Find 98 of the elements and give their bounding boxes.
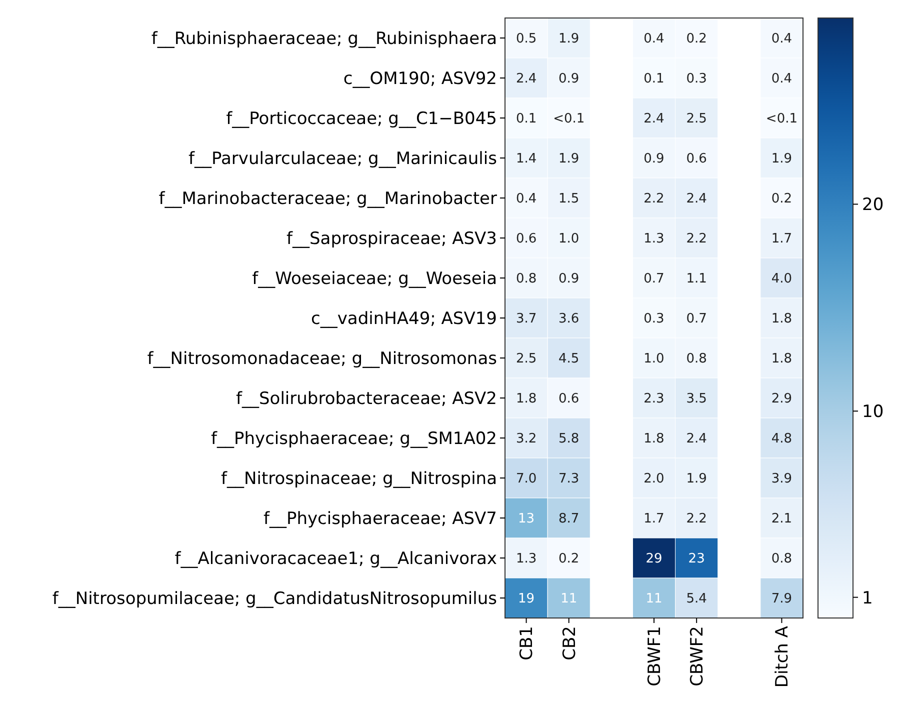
data-label: 2.2 [686,512,707,527]
data-label: 0.4 [516,192,537,207]
data-label: 0.9 [644,152,664,167]
data-label: 1.8 [516,392,537,407]
x-tick-label: Ditch A [772,626,793,688]
data-label: 2.1 [771,512,792,527]
y-tick-label: f__Nitrosomonadaceae; g__Nitrosomonas [147,348,498,369]
data-label: 1.4 [516,152,537,167]
data-label: 1.1 [686,272,707,287]
data-label: 0.3 [644,312,664,327]
data-label: 0.6 [686,152,707,167]
data-label: 0.6 [516,232,537,247]
data-label: 0.5 [516,32,537,47]
data-label: 1.5 [558,192,580,207]
data-label: 0.8 [516,272,537,287]
y-tick-label: f__Phycisphaeraceae; g__SM1A02 [211,428,497,449]
y-tick-label: f__Nitrospinaceae; g__Nitrospina [221,468,497,489]
data-label: 7.0 [516,472,537,487]
color-bar-label: 20 [862,195,884,216]
data-label: 0.2 [686,32,707,47]
data-label: 4.0 [771,272,792,287]
data-label: 1.0 [558,232,580,247]
y-tick-label: c__vadinHA49; ASV19 [311,308,497,329]
data-label: 7.3 [558,472,580,487]
data-label: 0.2 [771,192,792,207]
data-label: 0.1 [516,112,537,127]
y-tick-label: f__Woeseiaceae; g__Woeseia [252,268,497,289]
data-label: 0.4 [771,32,792,47]
data-label: 5.8 [558,432,580,447]
color-bar-label: 10 [862,402,884,422]
data-label: 23 [688,552,705,567]
data-label: 19 [518,592,535,607]
data-label: 0.3 [686,72,707,87]
data-label: 3.7 [516,312,537,327]
data-label: 0.9 [558,272,580,287]
data-label: 1.8 [771,352,792,367]
data-label: 0.4 [644,32,664,47]
y-tick-label: f__Rubinisphaeraceae; g__Rubinisphaera [151,28,497,49]
data-label: 0.4 [771,72,792,87]
data-label: 1.3 [644,232,664,247]
color-bar-label: 1 [862,588,873,608]
data-label: 1.9 [686,472,707,487]
y-tick-label: f__Marinobacteraceae; g__Marinobacter [158,188,498,209]
data-label: <0.1 [553,112,585,127]
y-tick-label: f__Nitrosopumilaceae; g__CandidatusNitrosopumilus [52,588,498,609]
data-label: 2.2 [686,232,707,247]
data-label: 7.9 [771,592,792,607]
data-label: 2.4 [686,432,707,447]
x-tick-label: CBWF2 [688,626,708,686]
data-label: 0.8 [686,352,707,367]
data-label: 0.1 [644,72,664,87]
data-label: 1.7 [771,232,792,247]
x-tick-label: CBWF1 [644,626,665,686]
data-label: <0.1 [766,112,798,127]
y-tick-label: f__Solirubrobacteraceae; ASV2 [236,388,497,409]
y-tick-label: c__OM190; ASV92 [343,68,497,89]
data-label: 0.8 [771,552,792,567]
data-label: 1.8 [771,312,792,327]
data-label: 0.2 [558,552,580,567]
data-label: 8.7 [558,512,580,527]
data-label: 5.4 [686,592,707,607]
data-label: 2.4 [516,72,537,87]
y-tick-label: f__Parvularculaceae; g__Marinicaulis [188,148,498,169]
data-label: 3.9 [771,472,792,487]
y-tick-label: f__Phycisphaeraceae; ASV7 [263,508,497,529]
data-label: 1.3 [516,552,537,567]
data-label: 0.7 [644,272,664,287]
data-label: 3.5 [686,392,707,407]
data-label: 2.5 [516,352,537,367]
data-label: 2.9 [771,392,792,407]
data-label: 4.5 [558,352,580,367]
x-tick-label: CB2 [560,626,580,660]
data-label: 3.6 [558,312,580,327]
data-label: 1.9 [771,152,792,167]
data-label: 2.2 [644,192,664,207]
data-label: 13 [518,512,535,527]
y-tick-label: f__Porticoccaceae; g__C1−B045 [226,108,497,129]
x-tick-label: CB1 [517,626,538,660]
data-label: 11 [560,592,578,607]
data-label: 4.8 [771,432,792,447]
data-label: 2.4 [686,192,707,207]
data-label: 2.3 [644,392,664,407]
data-label: 11 [646,592,662,607]
data-label: 29 [646,552,662,567]
data-label: 1.7 [644,512,664,527]
data-label: 2.4 [644,112,664,127]
y-tick-label: f__Alcanivoracaceae1; g__Alcanivorax [174,548,497,569]
data-label: 1.0 [644,352,664,367]
data-label: 3.2 [516,432,537,447]
data-label: 2.5 [686,112,707,127]
data-label: 1.9 [558,152,580,167]
data-label: 1.9 [558,32,580,47]
y-tick-label: f__Saprospiraceae; ASV3 [286,228,497,249]
data-label: 0.6 [558,392,580,407]
data-label: 0.7 [686,312,707,327]
data-label: 1.8 [644,432,664,447]
data-label: 0.9 [558,72,580,87]
data-label: 2.0 [644,472,664,487]
